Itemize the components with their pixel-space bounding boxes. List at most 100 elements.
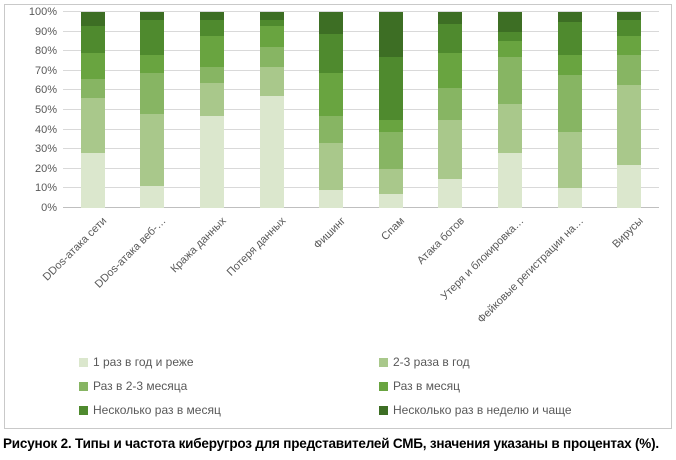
y-tick-label: 60%: [34, 84, 57, 97]
bar-segment: [378, 12, 403, 58]
bar-segment: [378, 119, 403, 132]
bar-segment: [259, 47, 284, 67]
gridline: [63, 69, 659, 71]
legend-swatch-icon: [79, 357, 88, 367]
bar-segment: [140, 113, 165, 187]
bar-segment: [140, 19, 165, 56]
bar-segment: [259, 12, 284, 20]
bar-segment: [319, 12, 344, 34]
bar-segment: [80, 153, 105, 208]
bar-segment: [80, 25, 105, 54]
legend-item: Раз в 2-3 месяца: [79, 379, 379, 393]
y-tick-label: 0%: [41, 202, 57, 214]
legend-swatch-icon: [379, 381, 388, 391]
bar-segment: [319, 190, 344, 208]
bar-segment: [617, 55, 642, 85]
bar-segment: [617, 84, 642, 165]
bar-segment: [498, 104, 522, 154]
bar-segment: [498, 153, 522, 208]
bar-segment: [259, 25, 284, 48]
gridline: [63, 187, 659, 189]
bar-segment: [378, 194, 403, 208]
x-category-label: Спам: [379, 215, 408, 243]
gridline: [63, 167, 659, 169]
bar-segment: [140, 72, 165, 114]
bar-segment: [200, 12, 224, 20]
stacked-bar: [378, 12, 403, 208]
bar-segment: [378, 131, 403, 169]
bar-segment: [557, 74, 582, 132]
gridline: [63, 30, 659, 32]
legend-label: 1 раз в год и реже: [93, 355, 194, 369]
chart-legend: 1 раз в год и реже 2-3 раза в год Раз в 2-…: [79, 355, 654, 417]
gridline: [63, 128, 659, 130]
legend-item: Раз в месяц: [379, 379, 654, 393]
x-axis-line: [63, 207, 659, 208]
bar-segment: [557, 131, 582, 189]
bar-segment: [438, 23, 463, 54]
bar-segment: [438, 178, 463, 208]
bar-segment: [200, 66, 224, 83]
legend-label: Раз в 2-3 месяца: [93, 379, 188, 393]
gridline: [63, 11, 659, 12]
y-tick-label: 50%: [34, 104, 57, 116]
legend-item: 1 раз в год и реже: [79, 355, 379, 369]
stacked-bar: [259, 12, 284, 208]
legend-swatch-icon: [79, 405, 88, 415]
legend-label: 2-3 раза в год: [393, 355, 470, 369]
legend-item: 2-3 раза в год: [379, 355, 654, 369]
bar-segment: [557, 12, 582, 22]
bar-segment: [319, 33, 344, 73]
y-tick-label: 80%: [34, 45, 57, 58]
stacked-bar: [438, 12, 463, 208]
x-category-label: Вирусы: [610, 215, 646, 251]
bar-segment: [498, 57, 522, 105]
bar-segment: [438, 12, 463, 24]
bar-segment: [200, 19, 224, 36]
bar-segment: [438, 53, 463, 89]
bar-segment: [200, 115, 224, 208]
x-category-label: Потеря данных: [224, 215, 289, 279]
bar-segment: [557, 188, 582, 208]
stacked-bar: [200, 12, 224, 208]
bar-segment: [200, 35, 224, 67]
bar-segment: [617, 35, 642, 56]
y-tick-label: 70%: [34, 64, 57, 77]
bar-segment: [498, 12, 522, 32]
gridline: [63, 50, 659, 52]
bar-segment: [498, 41, 522, 58]
stacked-bar: [498, 12, 522, 208]
bar-segment: [378, 168, 403, 195]
x-category-label: Фишинг: [311, 215, 348, 252]
legend-label: Несколько раз в неделю и чаще: [393, 403, 572, 417]
bar-segment: [259, 19, 284, 26]
legend-item: Несколько раз в неделю и чаще: [379, 403, 654, 417]
stacked-bar: [319, 12, 344, 208]
legend-item: Несколько раз в месяц: [79, 403, 379, 417]
bar-segment: [557, 55, 582, 75]
bar-segment: [200, 82, 224, 116]
y-tick-label: 90%: [34, 25, 57, 38]
legend-label: Раз в месяц: [393, 379, 460, 393]
y-tick-label: 20%: [34, 162, 57, 175]
x-category-label: Фейковые регистрации на…: [475, 215, 587, 326]
legend-swatch-icon: [79, 381, 88, 391]
bar-segment: [80, 78, 105, 99]
bar-segment: [80, 98, 105, 154]
bar-segment: [617, 19, 642, 36]
bar-segment: [319, 143, 344, 191]
legend-swatch-icon: [379, 405, 388, 415]
bar-segment: [140, 55, 165, 73]
bar-segment: [617, 12, 642, 20]
plot-area: [63, 11, 659, 208]
gridline: [63, 89, 659, 91]
y-tick-label: 10%: [34, 182, 57, 195]
stacked-bar: [140, 12, 165, 208]
y-tick-label: 30%: [34, 143, 57, 156]
legend-swatch-icon: [379, 357, 388, 367]
gridline: [63, 109, 659, 110]
bar-segment: [617, 164, 642, 208]
y-tick-label: 40%: [34, 123, 57, 136]
bar-segment: [438, 88, 463, 120]
x-category-label: DDos-атака сети: [40, 215, 110, 284]
